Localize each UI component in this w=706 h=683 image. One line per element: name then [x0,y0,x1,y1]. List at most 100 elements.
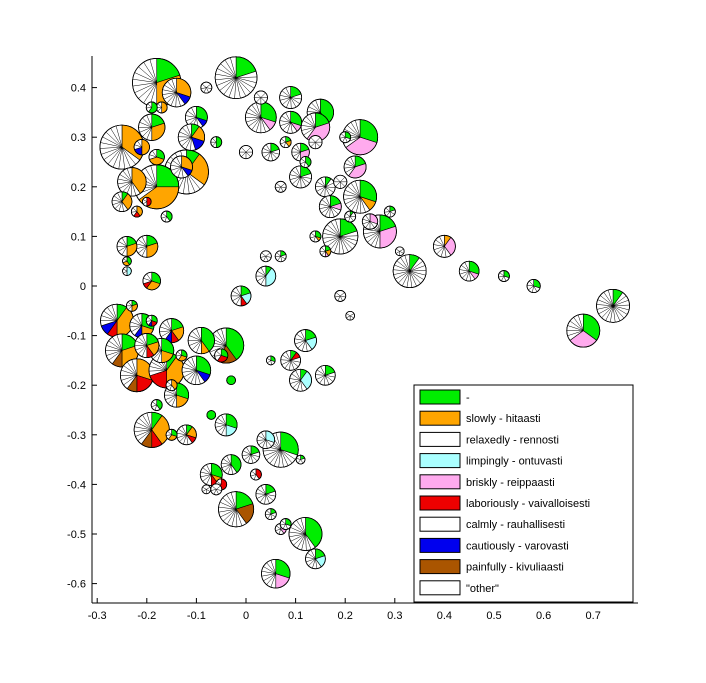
pie-spoke [330,221,341,237]
pie-spoke [165,390,177,396]
pie-slice [122,266,128,276]
pie-spoke [302,120,316,128]
pie-spoke [409,261,424,272]
pie-spoke [260,267,267,277]
pie-spoke [253,474,257,480]
pie-spoke [235,287,242,297]
pie-spoke [293,533,306,546]
pie-spoke [146,320,152,322]
pie-spoke [350,122,361,138]
pie-spoke [264,494,267,505]
pie-spoke [312,558,316,569]
pie-spoke [270,513,276,518]
pie-spoke [340,235,358,237]
pie-glyph [255,484,277,505]
pie-spoke [386,211,391,217]
pie-spoke [280,186,287,189]
pie-glyph [255,265,277,287]
pie-spoke [112,201,123,205]
pie-spoke [263,256,267,262]
pie-spoke [235,77,255,89]
pie-spoke [102,136,123,148]
x-tick-label: 0.3 [387,610,402,622]
pie-glyph-outline [322,218,359,255]
pie-spoke [218,506,237,510]
pie-glyph-outline [566,313,601,348]
pie-spoke [280,449,289,466]
pie-spoke [393,270,410,275]
pie-spoke [319,375,326,384]
pie-spoke [310,236,316,239]
pie-spoke [146,127,152,140]
pie-spoke [129,325,142,328]
pie-spoke [167,430,172,435]
pie-spoke [285,351,291,361]
pie-spoke [191,340,202,351]
pie-spoke [167,81,177,93]
pie-spoke [290,533,306,542]
pie-spoke [235,77,247,97]
pie-spoke [170,92,177,106]
pie-spoke [597,299,614,307]
pie-glyph-outline [130,205,143,218]
x-tick-label: 0.4 [437,610,452,622]
pie-glyph [134,333,160,359]
pie-spoke [215,422,227,426]
pie-spoke [324,228,341,237]
pie-spoke [260,97,266,103]
y-tick-label: -0.3 [67,430,86,442]
pie-spoke [280,523,286,526]
pie-spoke [340,176,346,183]
pie-spoke [223,77,237,95]
pie-spoke [221,462,232,465]
pie-spoke [121,146,136,165]
pie-spoke [409,265,426,272]
pie-glyph-outline [175,349,188,362]
pie-spoke [111,304,118,321]
pie-spoke [303,161,306,168]
pie-spoke [165,394,177,400]
pie-spoke [290,122,293,134]
pie-spoke [112,199,123,202]
pie-glyph [184,105,208,129]
pie-spoke [435,239,445,247]
pie-spoke [195,370,197,385]
pie-spoke [280,449,284,468]
pie-spoke [243,454,252,461]
pie-glyph [315,176,336,198]
pie-spoke [113,195,123,202]
pie-spoke [289,176,301,180]
pie-spoke [183,370,197,378]
pie-spoke [321,199,331,207]
pie-glyph-outline [238,145,253,160]
pie-spoke [310,137,316,143]
pie-spoke [179,434,187,442]
pie-spoke [178,136,192,142]
pie-glyph [226,375,236,386]
pie-spoke [285,112,291,123]
pie-spoke [132,317,143,326]
pie-spoke [203,87,207,93]
pie-spoke [132,82,157,87]
pie-spoke [330,206,339,215]
pie-spoke [340,181,346,187]
pie-spoke [265,144,272,153]
pie-spoke [337,295,341,301]
pie-spoke [256,97,262,103]
pie-spoke [206,464,212,475]
pie-spoke [612,295,627,307]
pie-spoke [261,573,276,577]
pie-spoke [498,275,504,278]
pie-spoke [305,340,308,352]
pie-spoke [147,316,152,321]
pie-spoke [389,211,392,218]
pie-spoke [171,395,177,407]
pie-spoke [613,304,630,307]
pie-spoke [468,271,471,281]
pie-glyph [200,81,213,94]
pie-glyph [133,139,150,156]
pie-glyph [165,379,178,392]
pie-spoke [183,434,187,445]
pie-spoke [143,82,157,104]
pie-glyph-outline [214,413,238,437]
